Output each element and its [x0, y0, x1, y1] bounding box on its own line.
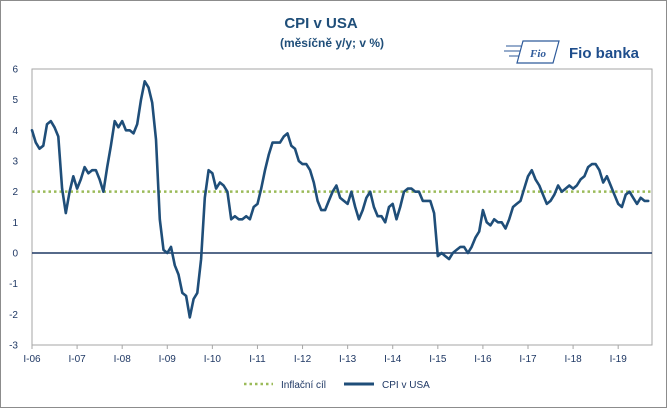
- y-tick-label: 4: [12, 126, 18, 137]
- fio-logo-mark-text: Fio: [529, 48, 546, 60]
- x-tick-label: I-10: [204, 354, 222, 365]
- series-layer: [30, 80, 652, 319]
- series-cpi-usa-line: [30, 80, 650, 319]
- y-tick-label: 5: [12, 95, 18, 106]
- y-tick-label: -1: [9, 279, 18, 290]
- y-tick-label: -2: [9, 310, 18, 321]
- x-tick-label: I-07: [68, 354, 86, 365]
- x-tick-label: I-13: [339, 354, 357, 365]
- x-tick-label: I-18: [564, 354, 582, 365]
- x-tick-label: I-12: [294, 354, 312, 365]
- y-tick-label: 3: [12, 157, 18, 168]
- legend-label-cpi-usa: CPI v USA: [382, 380, 430, 391]
- x-tick-label: I-08: [114, 354, 132, 365]
- y-tick-label: 2: [12, 187, 18, 198]
- chart-subtitle: (měsíčně y/y; v %): [280, 36, 384, 50]
- legend-label-inflation-target: Inflační cíl: [281, 380, 326, 391]
- fio-logo-icon: Fio: [504, 40, 560, 64]
- x-tick-label: I-19: [610, 354, 628, 365]
- x-tick-label: I-09: [159, 354, 177, 365]
- y-tick-label: 6: [12, 65, 18, 76]
- plot-border: [31, 68, 653, 346]
- x-axis: I-06 I-07 I-08 I-09 I-10 I-11 I-12 I-13 I-14 I-15…: [23, 345, 627, 365]
- x-tick-label: I-15: [429, 354, 447, 365]
- chart-title: CPI v USA: [284, 15, 358, 32]
- y-tick-label: -3: [9, 341, 18, 352]
- x-tick-label: I-17: [519, 354, 537, 365]
- fio-banka-logo: Fio Fio banka: [504, 40, 640, 64]
- x-tick-label: I-06: [23, 354, 41, 365]
- x-tick-label: I-14: [384, 354, 402, 365]
- x-tick-label: I-11: [249, 354, 266, 365]
- fio-logo-brand-text: Fio banka: [569, 45, 640, 62]
- y-tick-label: 0: [12, 249, 18, 260]
- chart-legend: Inflační cíl CPI v USA: [244, 380, 430, 391]
- y-axis: -3 -2 -1 0 1 2 3 4 5 6: [9, 65, 18, 352]
- y-tick-label: 1: [12, 218, 18, 229]
- x-tick-label: I-16: [474, 354, 492, 365]
